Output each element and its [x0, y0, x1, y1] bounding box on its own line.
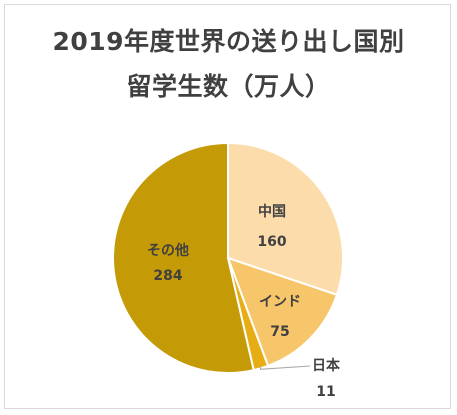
slice-value-0: 160: [257, 234, 286, 250]
slice-label-1: インド: [259, 294, 301, 310]
slice-value-1: 75: [270, 324, 289, 340]
slice-label-3: その他: [147, 242, 189, 259]
slice-value-2: 11: [316, 384, 335, 400]
chart-title-line1: 2019年度世界の送り出し国別: [52, 27, 405, 56]
pie-slice-3: [112, 141, 255, 374]
slice-value-3: 284: [153, 268, 182, 284]
chart-title-line2: 留学生数（万人）: [126, 72, 331, 101]
leader-line-2: [259, 365, 311, 370]
pie-slice-1: [226, 256, 339, 368]
pie-slice-0: [227, 141, 344, 297]
slice-label-0: 中国: [258, 203, 286, 220]
slice-label-2: 日本: [312, 357, 341, 374]
